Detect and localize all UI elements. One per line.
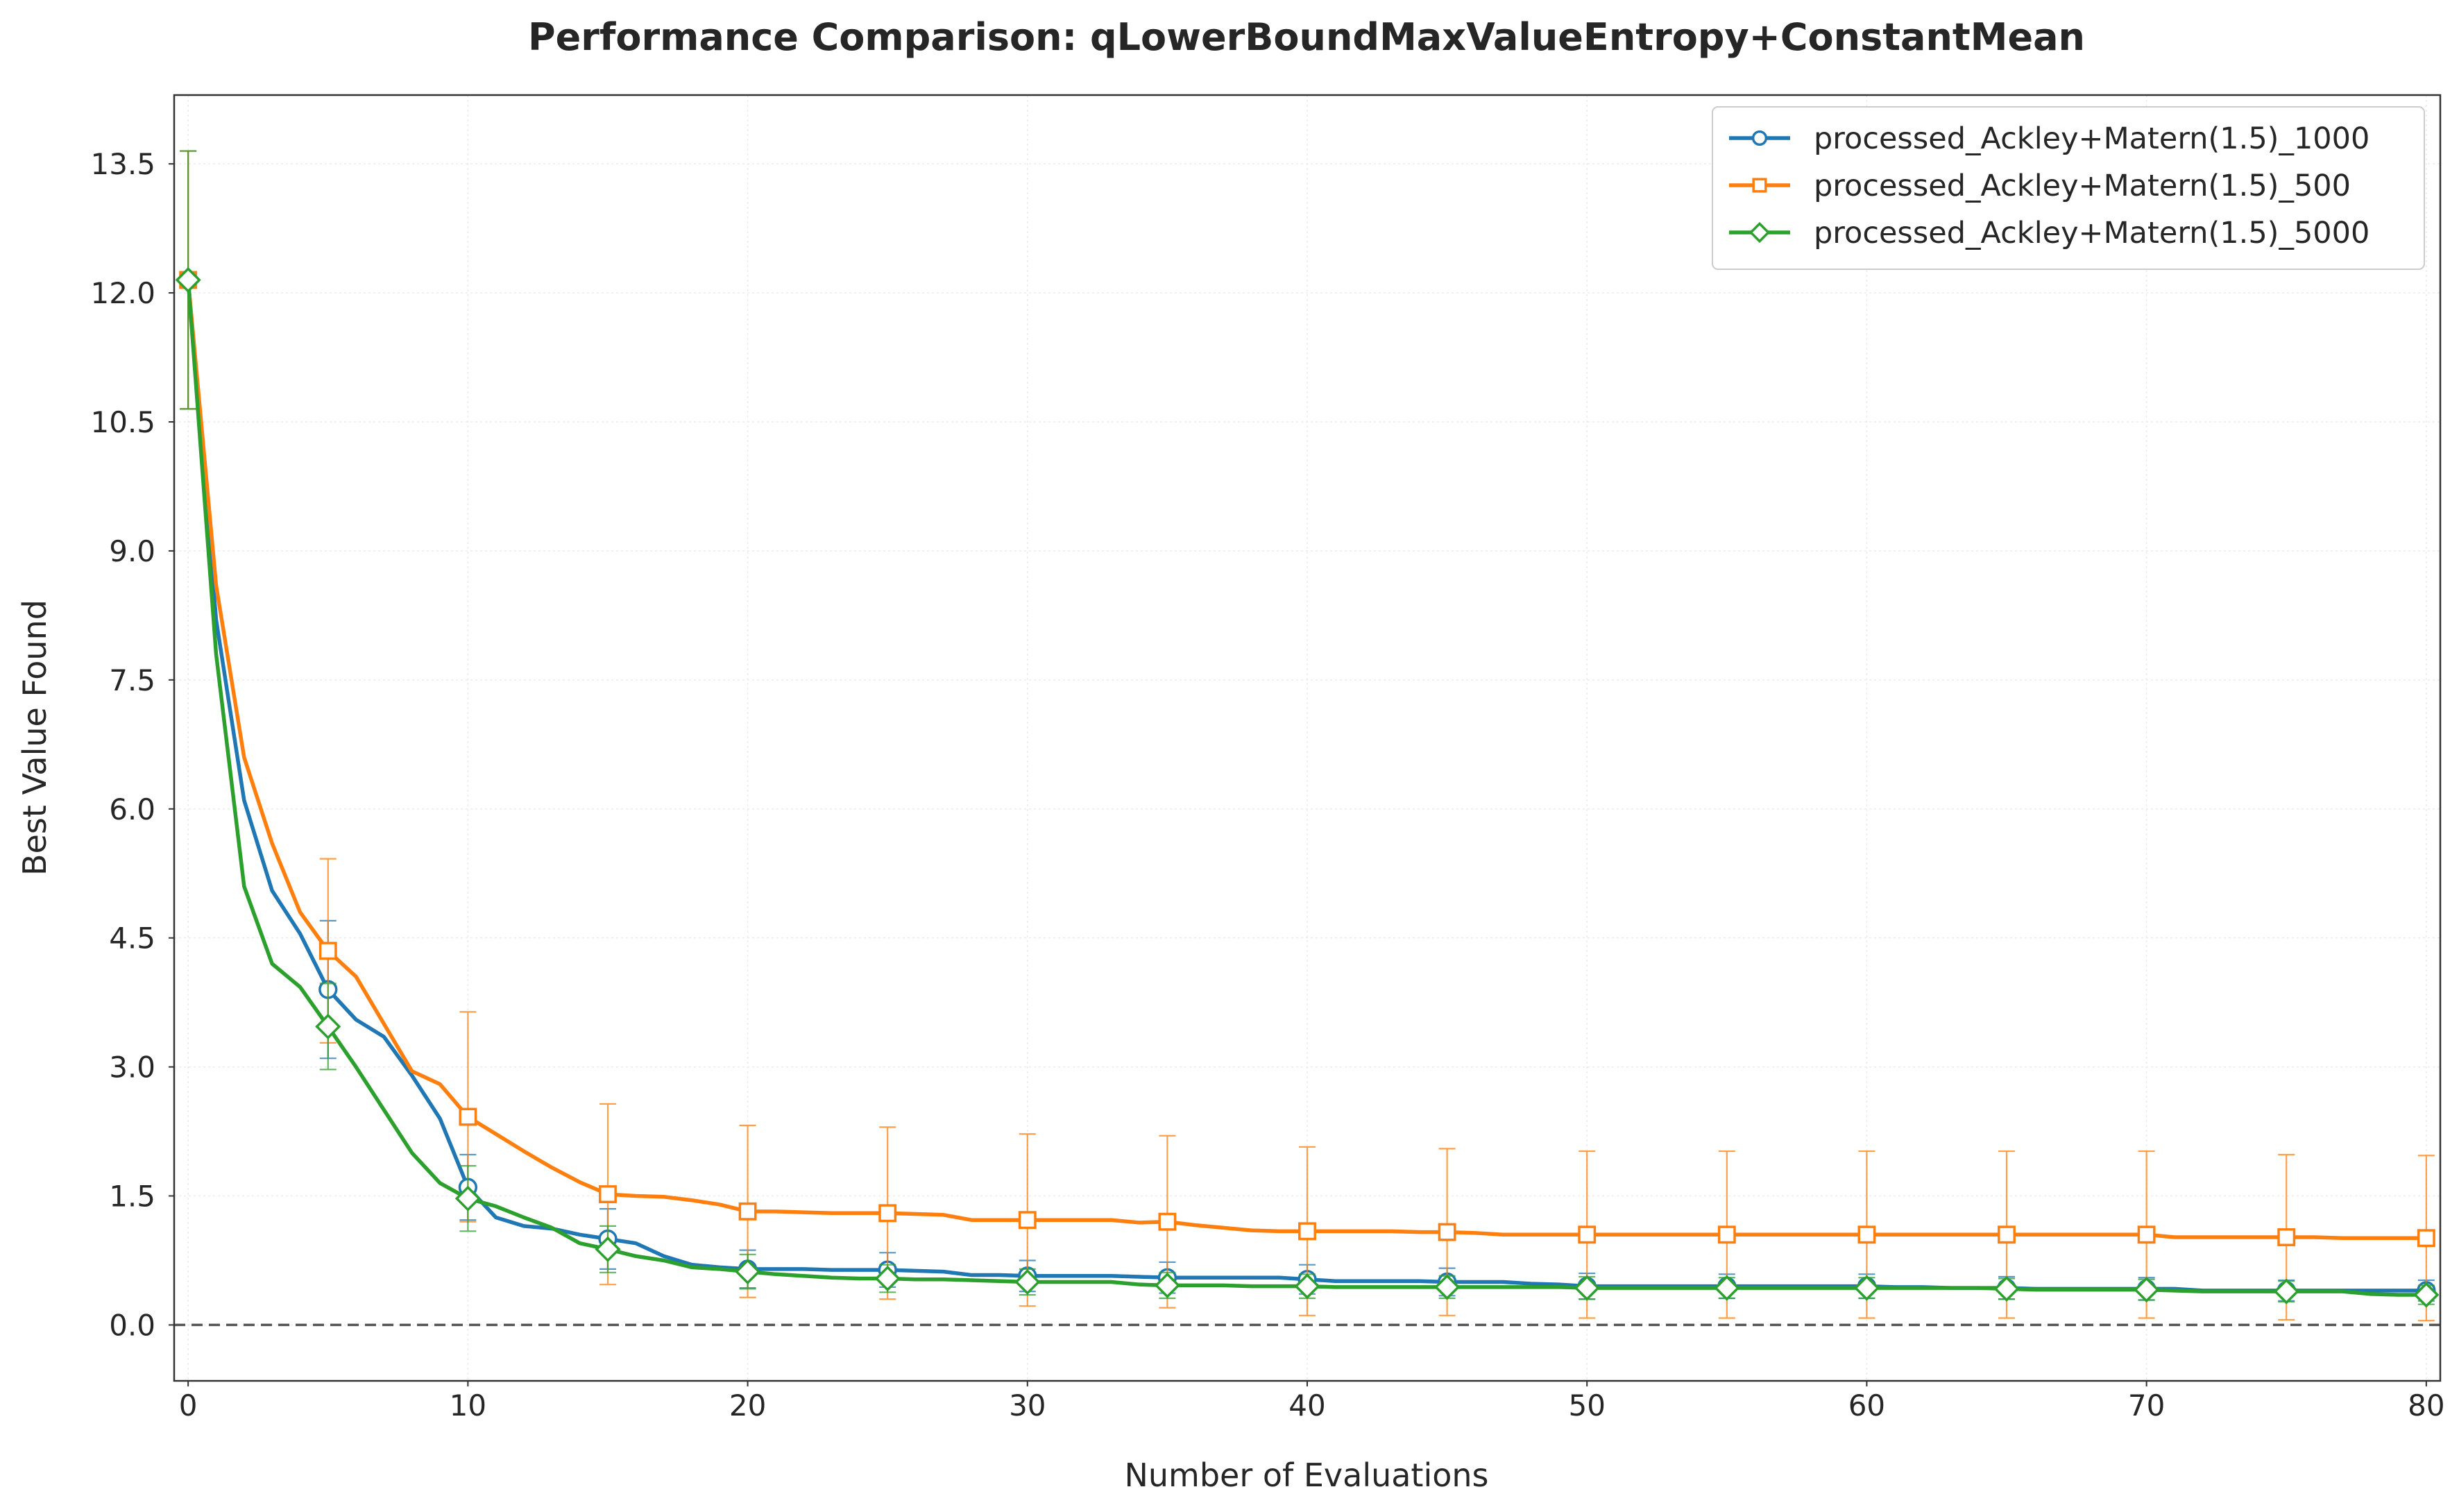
data-point (1158, 1212, 1177, 1231)
data-point (595, 1236, 621, 1262)
legend-marker (1751, 130, 1768, 146)
chart-title: Performance Comparison: qLowerBoundMaxVa… (528, 15, 2085, 59)
data-point (2273, 1278, 2299, 1305)
data-point (1018, 1211, 1037, 1230)
x-tick-label: 40 (1288, 1388, 1325, 1422)
y-tick-label: 9.0 (109, 534, 155, 568)
series-group (175, 150, 2440, 1322)
data-point (1857, 1225, 1876, 1244)
legend-label: processed_Ackley+Matern(1.5)_5000 (1814, 216, 2369, 250)
grid (174, 95, 2440, 1381)
x-axis-label: Number of Evaluations (1124, 1456, 1488, 1494)
x-tick-label: 20 (729, 1388, 766, 1422)
series-3 (175, 150, 2440, 1308)
data-point (1294, 1273, 1320, 1300)
x-tick-label: 0 (179, 1388, 198, 1422)
y-tick-label: 7.5 (109, 663, 155, 697)
data-point (735, 1259, 761, 1285)
data-point (1578, 1225, 1597, 1244)
legend-item: processed_Ackley+Matern(1.5)_1000 (1729, 121, 2369, 156)
data-point (1298, 1222, 1316, 1241)
y-tick-label: 12.0 (90, 276, 155, 310)
data-point (454, 1185, 481, 1212)
data-point (1998, 1225, 2016, 1244)
data-point (459, 1107, 477, 1126)
y-tick-label: 13.5 (90, 147, 155, 181)
legend-item: processed_Ackley+Matern(1.5)_500 (1729, 169, 2351, 203)
x-tick-label: 30 (1009, 1388, 1046, 1422)
y-tick-label: 0.0 (109, 1308, 155, 1342)
tick-labels: 0 10 20 30 40 50 60 70 80 0.0 1.5 3.0 4.5 6.0 7.5 9.0 10… (90, 147, 2444, 1422)
legend-box (1712, 106, 2425, 270)
data-point (315, 1013, 341, 1039)
data-point (1438, 1223, 1456, 1241)
y-tick-label: 4.5 (109, 921, 155, 955)
legend-item: processed_Ackley+Matern(1.5)_5000 (1729, 216, 2369, 250)
y-tick-label: 3.0 (109, 1051, 155, 1085)
data-point (1014, 1268, 1041, 1296)
legend-marker (1748, 221, 1771, 244)
legend: processed_Ackley+Matern(1.5)_1000process… (1712, 106, 2425, 270)
data-point (175, 266, 201, 294)
x-tick-label: 70 (2128, 1388, 2165, 1422)
legend-marker (1752, 178, 1767, 193)
data-point (2277, 1228, 2296, 1246)
y-tick-label: 10.5 (90, 405, 155, 439)
data-point (1853, 1275, 1880, 1301)
data-point (874, 1265, 901, 1292)
y-tick-label: 6.0 (109, 792, 155, 826)
data-point (318, 942, 337, 960)
data-point (878, 1204, 897, 1223)
data-point (1993, 1275, 2020, 1302)
data-point (599, 1185, 617, 1203)
data-point (1717, 1225, 1736, 1244)
data-point (2134, 1277, 2160, 1303)
x-tick-label: 80 (2408, 1388, 2444, 1422)
data-point (2417, 1229, 2435, 1248)
data-point (1154, 1272, 1180, 1298)
data-point (1434, 1274, 1461, 1300)
x-tick-label: 60 (1848, 1388, 1885, 1422)
legend-label: processed_Ackley+Matern(1.5)_500 (1814, 169, 2351, 203)
data-point (2137, 1225, 2156, 1244)
data-point (738, 1202, 757, 1221)
y-tick-label: 1.5 (109, 1180, 155, 1214)
y-axis-label: Best Value Found (16, 600, 53, 876)
x-tick-label: 50 (1568, 1388, 1605, 1422)
data-point (1714, 1275, 1740, 1301)
x-tick-label: 10 (450, 1388, 486, 1422)
legend-label: processed_Ackley+Matern(1.5)_1000 (1814, 121, 2369, 156)
data-point (1574, 1275, 1600, 1301)
data-point (2413, 1282, 2440, 1308)
